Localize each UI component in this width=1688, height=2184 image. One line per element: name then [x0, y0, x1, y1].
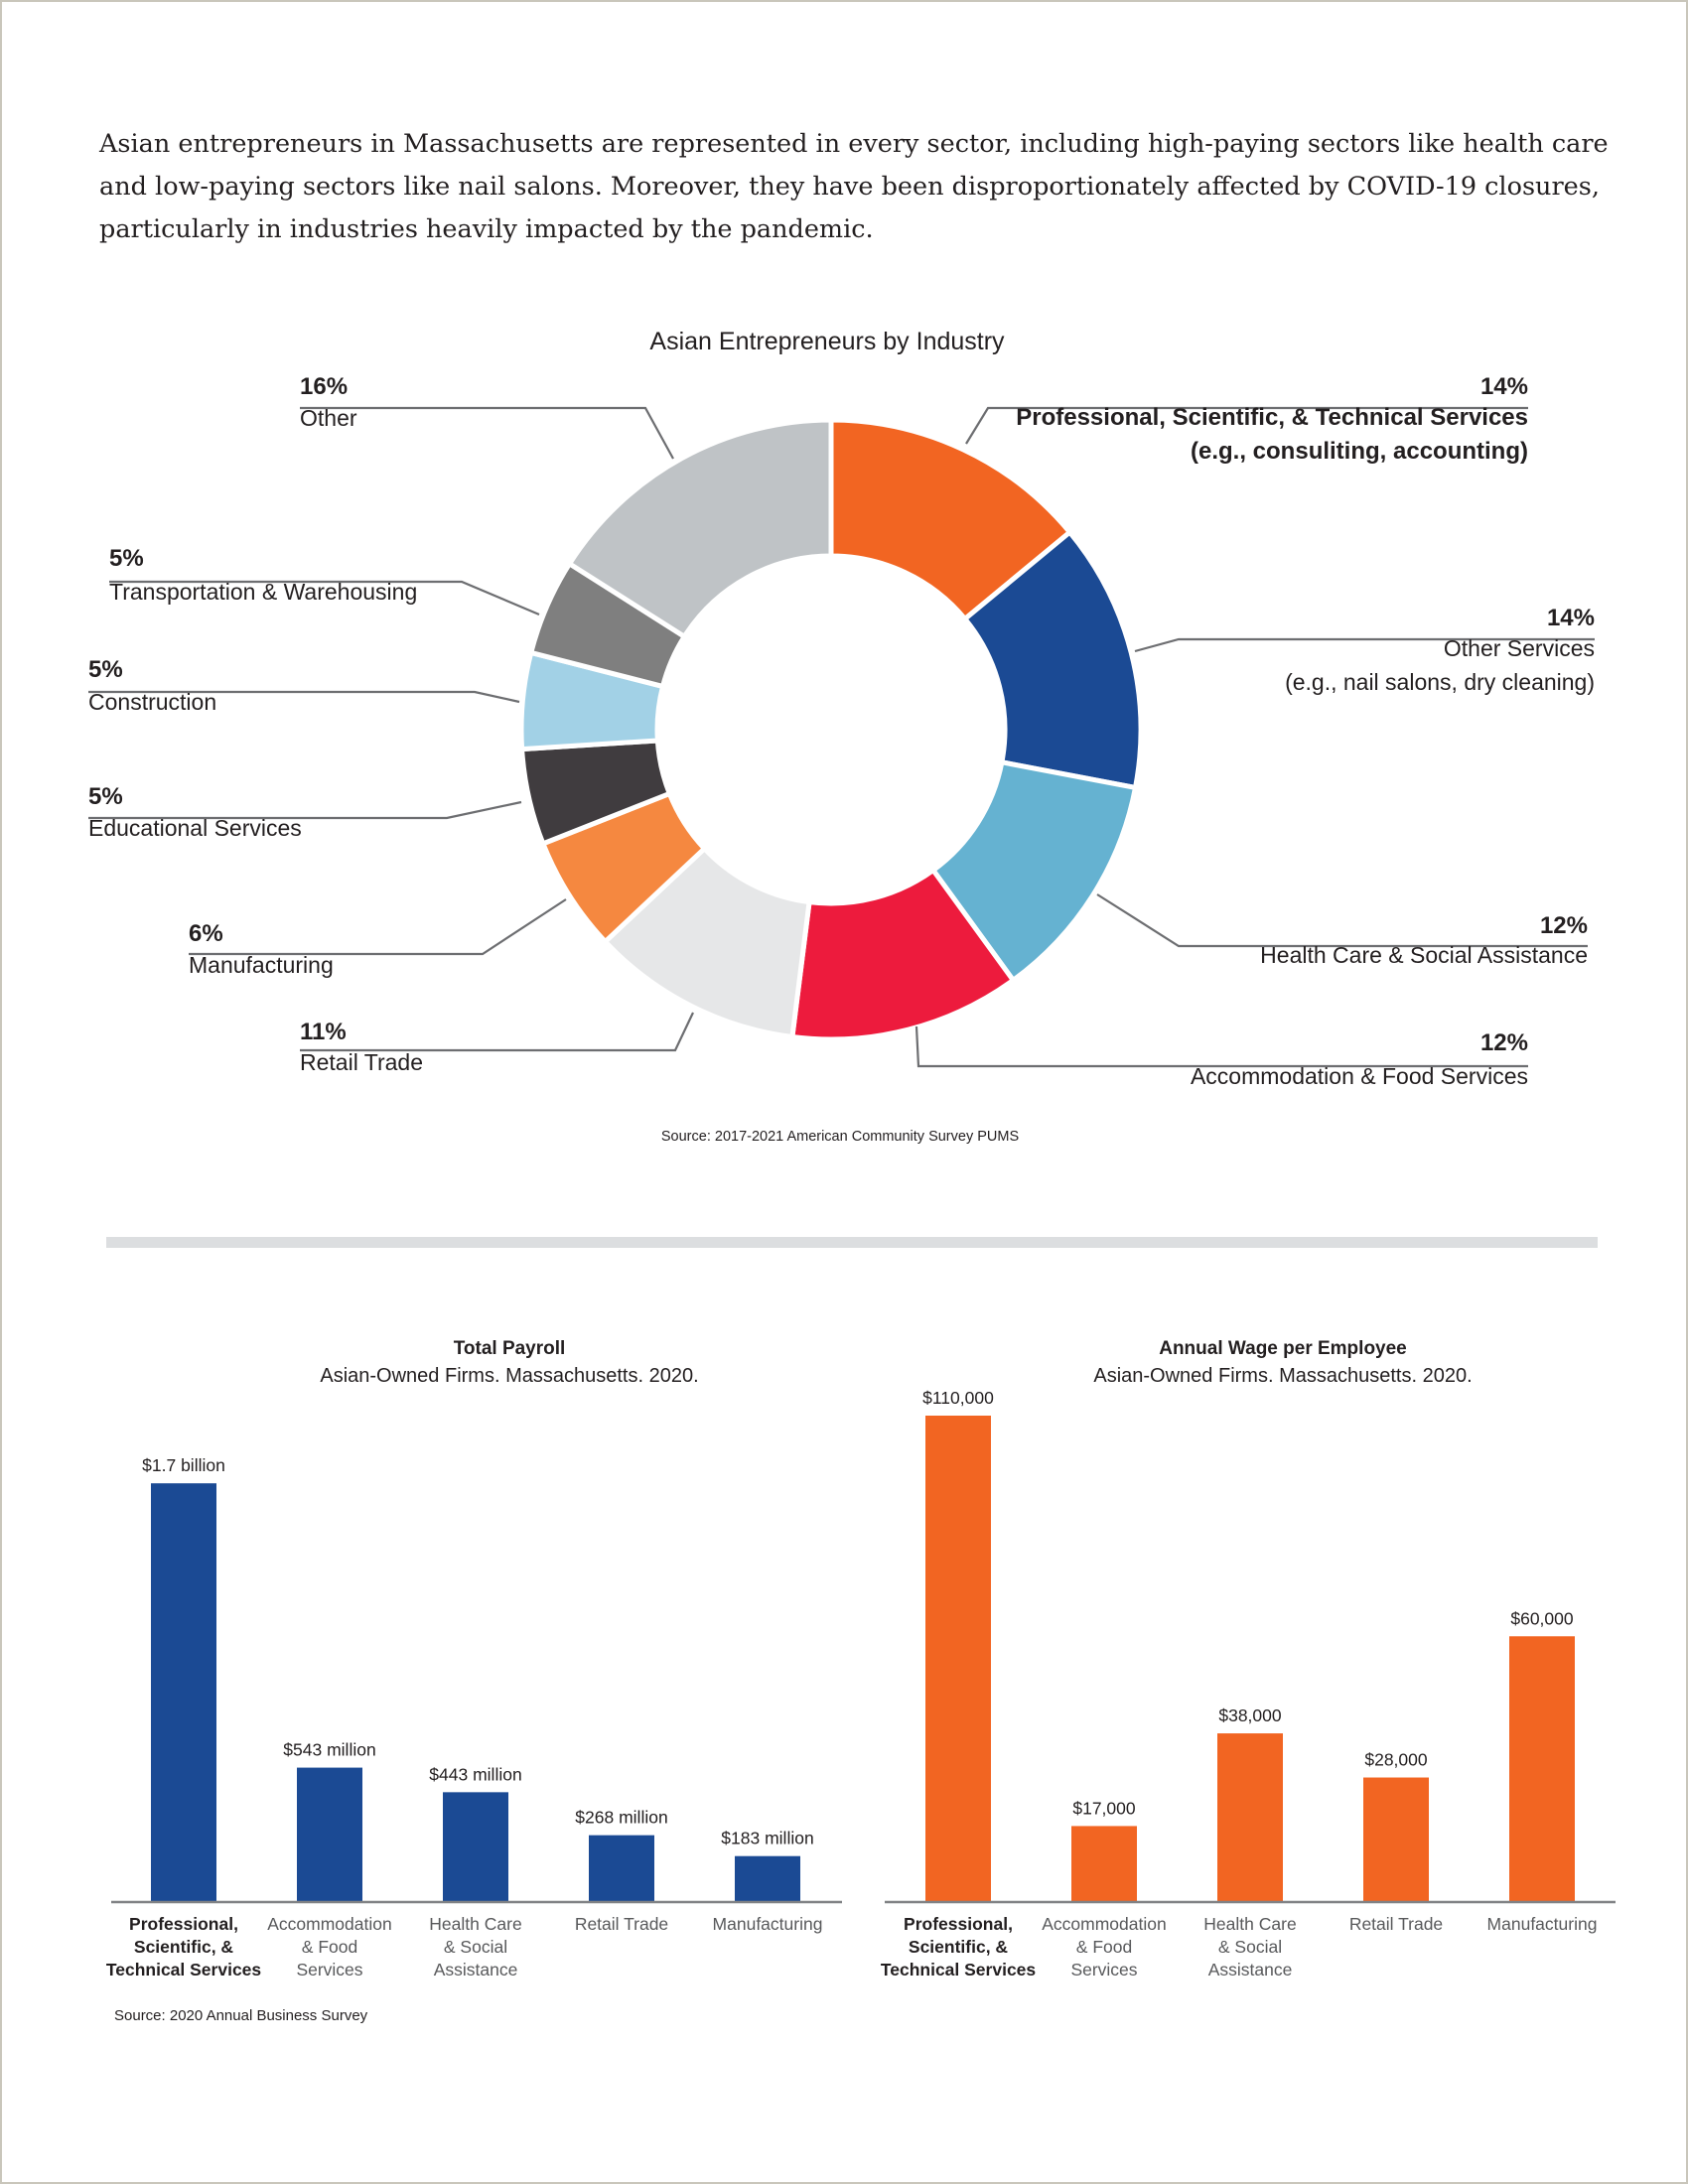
slice-value-accommodation-and-food-services: 12%: [1480, 1029, 1528, 1056]
slice-value-other: 16%: [300, 373, 348, 400]
slice-label-health-care-and-social-assistance: Health Care & Social Assistance: [1260, 942, 1588, 968]
leader-line-transportation-and-warehousing: [109, 580, 540, 616]
slice-professional-scientific-and-technical-services: [828, 417, 1073, 622]
slice-value-construction: 5%: [88, 656, 123, 683]
payroll-category-label-health-care-and-social-assistance: Health Care: [429, 1914, 521, 1934]
wage-category-label-accommodation-and-food-services: & Food: [1076, 1937, 1132, 1957]
slice-value-retail-trade: 11%: [300, 1019, 347, 1045]
wage-value-label-accommodation-and-food-services: $17,000: [1072, 1798, 1136, 1818]
payroll-bar-manufacturing: [735, 1855, 800, 1901]
payroll-category-label-accommodation-and-food-services: Services: [296, 1960, 362, 1979]
payroll-category-label-professional-scientific-and-technical-services: Scientific, &: [134, 1937, 234, 1957]
slice-value-professional-scientific-and-technical-services: 14%: [1480, 373, 1528, 400]
slice-label-accommodation-and-food-services: Accommodation & Food Services: [1191, 1063, 1528, 1089]
payroll-category-label-retail-trade: Retail Trade: [575, 1914, 668, 1934]
payroll-category-label-accommodation-and-food-services: & Food: [302, 1937, 357, 1957]
wage-category-label-professional-scientific-and-technical-services: Scientific, &: [909, 1937, 1009, 1957]
payroll-value-label-manufacturing: $183 million: [721, 1829, 813, 1848]
slice-label-construction: Construction: [88, 689, 216, 715]
payroll-subtitle: Asian-Owned Firms. Massachusetts. 2020.: [320, 1365, 698, 1387]
wage-title: Annual Wage per Employee: [1159, 1338, 1407, 1359]
slice-value-health-care-and-social-assistance: 12%: [1540, 912, 1588, 939]
leader-line-professional-scientific-and-technical-services: [965, 406, 1528, 445]
donut-chart: Asian Entrepreneurs by Industry 14% Profes…: [88, 328, 1595, 1145]
wage-bar-retail-trade: [1363, 1777, 1429, 1901]
wage-category-label-retail-trade: Retail Trade: [1349, 1914, 1443, 1934]
payroll-value-label-professional-scientific-and-technical-services: $1.7 billion: [142, 1455, 225, 1475]
payroll-category-label-manufacturing: Manufacturing: [713, 1914, 823, 1934]
wage-bar-manufacturing: [1509, 1636, 1575, 1901]
payroll-value-label-health-care-and-social-assistance: $443 million: [429, 1764, 521, 1784]
slice-label-professional-scientific-and-technical-services: Professional, Scientific, & Technical Se…: [1016, 404, 1528, 431]
payroll-category-label-health-care-and-social-assistance: Assistance: [434, 1960, 518, 1979]
wage-category-label-accommodation-and-food-services: Accommodation: [1042, 1914, 1166, 1934]
payroll-bar-professional-scientific-and-technical-services: [151, 1483, 216, 1901]
slice-label-retail-trade: Retail Trade: [300, 1049, 423, 1075]
leader-line-other-services: [1134, 637, 1595, 653]
wage-value-label-retail-trade: $28,000: [1364, 1750, 1428, 1770]
payroll-bar-retail-trade: [589, 1835, 654, 1901]
wage-value-label-health-care-and-social-assistance: $38,000: [1218, 1706, 1282, 1725]
payroll-source: Source: 2020 Annual Business Survey: [114, 2007, 368, 2024]
wage-category-label-accommodation-and-food-services: Services: [1070, 1960, 1137, 1979]
leader-line-retail-trade: [300, 1012, 694, 1052]
slice-label-other-services: Other Services: [1444, 635, 1595, 661]
payroll-category-label-professional-scientific-and-technical-services: Technical Services: [106, 1960, 262, 1979]
bar-charts: Total Payroll Asian-Owned Firms. Massachu…: [106, 1338, 1616, 2024]
wage-value-label-manufacturing: $60,000: [1510, 1608, 1574, 1628]
payroll-bar-accommodation-and-food-services: [297, 1767, 362, 1901]
payroll-category-label-professional-scientific-and-technical-services: Professional,: [129, 1914, 238, 1934]
slice-other: [566, 417, 834, 640]
slice-value-educational-services: 5%: [88, 783, 123, 810]
leader-line-health-care-and-social-assistance: [1096, 893, 1588, 948]
slice-value-transportation-and-warehousing: 5%: [109, 545, 144, 572]
wage-bar-professional-scientific-and-technical-services: [925, 1416, 991, 1901]
leader-line-accommodation-and-food-services: [914, 1025, 1528, 1068]
wage-category-label-health-care-and-social-assistance: Health Care: [1203, 1914, 1296, 1934]
slice-value-other-services: 14%: [1547, 605, 1595, 631]
wage-category-label-health-care-and-social-assistance: Assistance: [1208, 1960, 1293, 1979]
payroll-category-label-accommodation-and-food-services: Accommodation: [267, 1914, 391, 1934]
wage-value-label-professional-scientific-and-technical-services: $110,000: [922, 1388, 994, 1408]
slice-label-other: Other: [300, 405, 357, 431]
slice-value-manufacturing: 6%: [189, 920, 223, 947]
wage-bar-health-care-and-social-assistance: [1217, 1733, 1283, 1901]
leader-line-manufacturing: [189, 898, 567, 956]
wage-subtitle: Asian-Owned Firms. Massachusetts. 2020.: [1093, 1365, 1472, 1387]
slice-label-manufacturing: Manufacturing: [189, 952, 334, 978]
slice-other-services: [961, 528, 1144, 791]
leader-line-construction: [88, 690, 520, 704]
wage-category-label-professional-scientific-and-technical-services: Professional,: [904, 1914, 1013, 1934]
payroll-bar-health-care-and-social-assistance: [443, 1792, 508, 1901]
donut-source: Source: 2017-2021 American Community Sur…: [661, 1129, 1019, 1145]
wage-category-label-manufacturing: Manufacturing: [1487, 1914, 1598, 1934]
wage-category-label-health-care-and-social-assistance: & Social: [1218, 1937, 1282, 1957]
section-divider: [106, 1237, 1598, 1248]
slice-label-educational-services: Educational Services: [88, 815, 302, 841]
leader-line-other: [300, 406, 674, 460]
wage-bar-accommodation-and-food-services: [1071, 1826, 1137, 1901]
leader-line-educational-services: [88, 800, 522, 820]
slice-sublabel-other-services: (e.g., nail salons, dry cleaning): [1285, 669, 1595, 695]
payroll-value-label-retail-trade: $268 million: [575, 1808, 667, 1828]
intro-paragraph: Asian entrepreneurs in Massachusetts are…: [99, 129, 1609, 244]
donut-title: Asian Entrepreneurs by Industry: [649, 328, 1005, 355]
payroll-category-label-health-care-and-social-assistance: & Social: [444, 1937, 507, 1957]
slice-sublabel-professional-scientific-and-technical-services: (e.g., consuliting, accounting): [1191, 438, 1528, 465]
slice-label-transportation-and-warehousing: Transportation & Warehousing: [109, 579, 417, 605]
payroll-title: Total Payroll: [454, 1338, 566, 1359]
payroll-value-label-accommodation-and-food-services: $543 million: [283, 1740, 375, 1760]
wage-category-label-professional-scientific-and-technical-services: Technical Services: [881, 1960, 1037, 1979]
